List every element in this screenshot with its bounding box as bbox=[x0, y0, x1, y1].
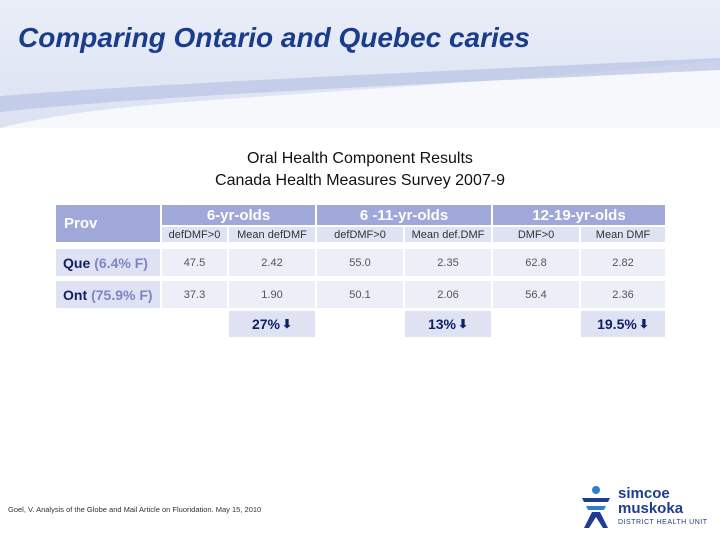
table-cell: 47.5 bbox=[162, 249, 227, 276]
down-arrow-icon: ⬇ bbox=[638, 317, 649, 331]
group-header: 6 -11-yr-olds bbox=[317, 205, 491, 225]
logo-line-1: simcoe bbox=[618, 485, 670, 502]
province-label: Que (6.4% F) bbox=[56, 249, 160, 276]
reduction-value: 19.5% bbox=[597, 316, 637, 332]
down-arrow-icon: ⬇ bbox=[457, 317, 469, 331]
reduction-value: 13% bbox=[427, 316, 456, 332]
simcoe-muskoka-logo: simcoe muskoka DISTRICT HEALTH UNIT bbox=[578, 484, 718, 536]
fluoridation-percent: (75.9% F) bbox=[91, 286, 153, 303]
table-cell: 62.8 bbox=[493, 249, 579, 276]
logo-line-2: muskoka bbox=[618, 500, 684, 517]
header-background bbox=[0, 0, 720, 135]
table-cell: 2.82 bbox=[581, 249, 665, 276]
citation: Goel, V. Analysis of the Globe and Mail … bbox=[8, 505, 262, 514]
reduction-cell: 13% ⬇ bbox=[405, 311, 491, 337]
province-label: Ont (75.9% F) bbox=[56, 281, 160, 308]
table-cell: 2.36 bbox=[581, 281, 665, 308]
stick-figure-logo-icon bbox=[582, 486, 610, 528]
reduction-cell: 19.5% ⬇ bbox=[581, 311, 665, 337]
fluoridation-percent: (6.4% F) bbox=[94, 254, 148, 271]
table-cell: 2.42 bbox=[229, 249, 315, 276]
table-cell: 1.90 bbox=[229, 281, 315, 308]
table-header-prov: Prov bbox=[56, 205, 160, 242]
column-subheader: DMF>0 bbox=[493, 227, 579, 242]
reduction-value: 27% bbox=[251, 316, 280, 332]
group-header: 6-yr-olds bbox=[162, 205, 315, 225]
down-arrow-icon: ⬇ bbox=[281, 317, 293, 331]
column-subheader: Mean DMF bbox=[581, 227, 665, 242]
table-cell: 2.35 bbox=[405, 249, 491, 276]
column-subheader: Mean def.DMF bbox=[405, 227, 491, 242]
column-subheader: Mean defDMF bbox=[229, 227, 315, 242]
table-cell: 56.4 bbox=[493, 281, 579, 308]
reduction-cell: 27% ⬇ bbox=[229, 311, 315, 337]
province-name: Ont bbox=[63, 286, 88, 303]
table-cell: 50.1 bbox=[317, 281, 403, 308]
column-subheader: defDMF>0 bbox=[317, 227, 403, 242]
group-header: 12-19-yr-olds bbox=[493, 205, 665, 225]
slide-title: Comparing Ontario and Quebec caries bbox=[18, 22, 530, 53]
logo-line-3: DISTRICT HEALTH UNIT bbox=[618, 519, 708, 526]
table-cell: 55.0 bbox=[317, 249, 403, 276]
table-title-line-1: Oral Health Component Results bbox=[247, 150, 473, 167]
province-name: Que bbox=[63, 254, 91, 271]
column-subheader: defDMF>0 bbox=[162, 227, 227, 242]
table-cell: 2.06 bbox=[405, 281, 491, 308]
table-cell: 37.3 bbox=[162, 281, 227, 308]
table-title-line-2: Canada Health Measures Survey 2007-9 bbox=[215, 172, 505, 189]
